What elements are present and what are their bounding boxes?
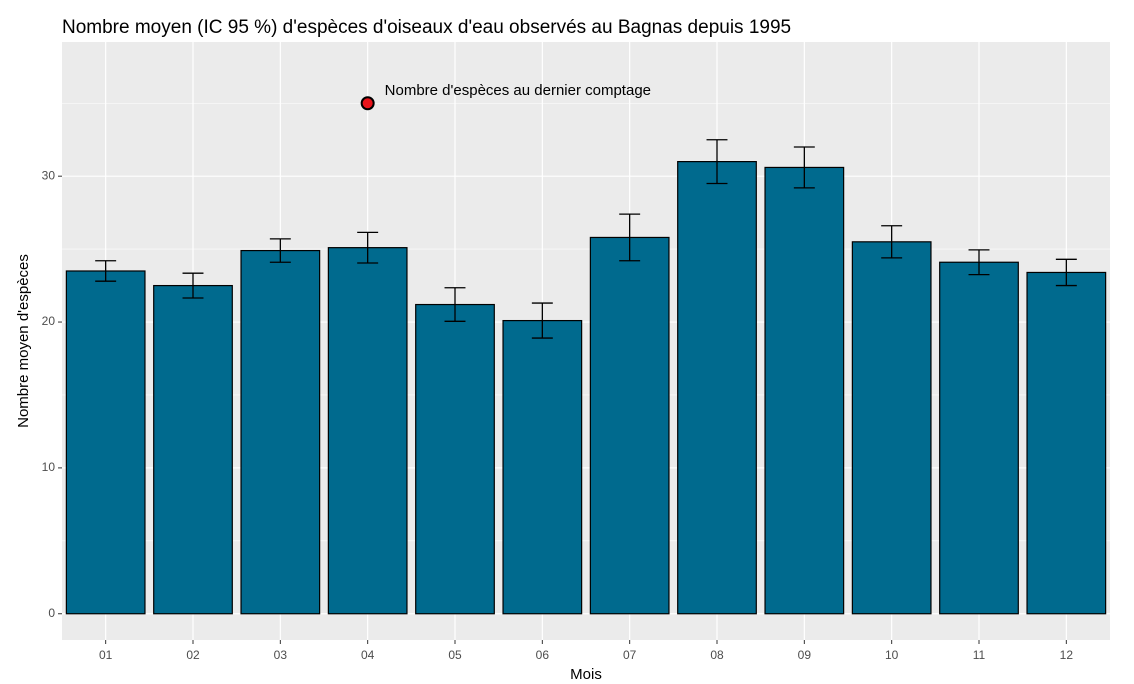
y-tick-label: 30 bbox=[42, 168, 56, 182]
bar bbox=[153, 284, 233, 615]
x-tick-label: 08 bbox=[710, 648, 724, 662]
x-tick-label: 02 bbox=[186, 648, 200, 662]
bar bbox=[502, 319, 583, 615]
y-tick-label: 10 bbox=[42, 460, 56, 474]
x-tick-label: 03 bbox=[274, 648, 288, 662]
bar bbox=[240, 249, 321, 615]
y-tick-label: 0 bbox=[48, 606, 55, 620]
y-axis-title: Nombre moyen d'espèces bbox=[15, 254, 32, 428]
x-tick-label: 01 bbox=[99, 648, 113, 662]
last-count-point bbox=[360, 96, 375, 111]
x-tick-label: 12 bbox=[1060, 648, 1074, 662]
chart-title: Nombre moyen (IC 95 %) d'espèces d'oisea… bbox=[62, 17, 791, 38]
x-tick-label: 09 bbox=[798, 648, 812, 662]
panel bbox=[62, 42, 1110, 640]
x-tick-label: 04 bbox=[361, 648, 375, 662]
x-tick-label: 11 bbox=[973, 648, 986, 662]
bar bbox=[327, 247, 408, 615]
bar bbox=[1026, 271, 1107, 615]
bar bbox=[589, 236, 670, 615]
bar bbox=[65, 270, 146, 615]
bar bbox=[939, 261, 1019, 615]
annotation-label: Nombre d'espèces au dernier comptage bbox=[385, 82, 651, 99]
y-tick-label: 20 bbox=[42, 314, 56, 328]
x-tick-label: 06 bbox=[536, 648, 550, 662]
bar bbox=[764, 166, 845, 615]
bar bbox=[415, 303, 495, 615]
bar bbox=[677, 161, 757, 615]
bar bbox=[851, 241, 932, 615]
x-tick-label: 05 bbox=[448, 648, 462, 662]
x-axis-title: Mois bbox=[570, 666, 602, 683]
x-tick-label: 07 bbox=[623, 648, 637, 662]
x-tick-label: 10 bbox=[885, 648, 899, 662]
